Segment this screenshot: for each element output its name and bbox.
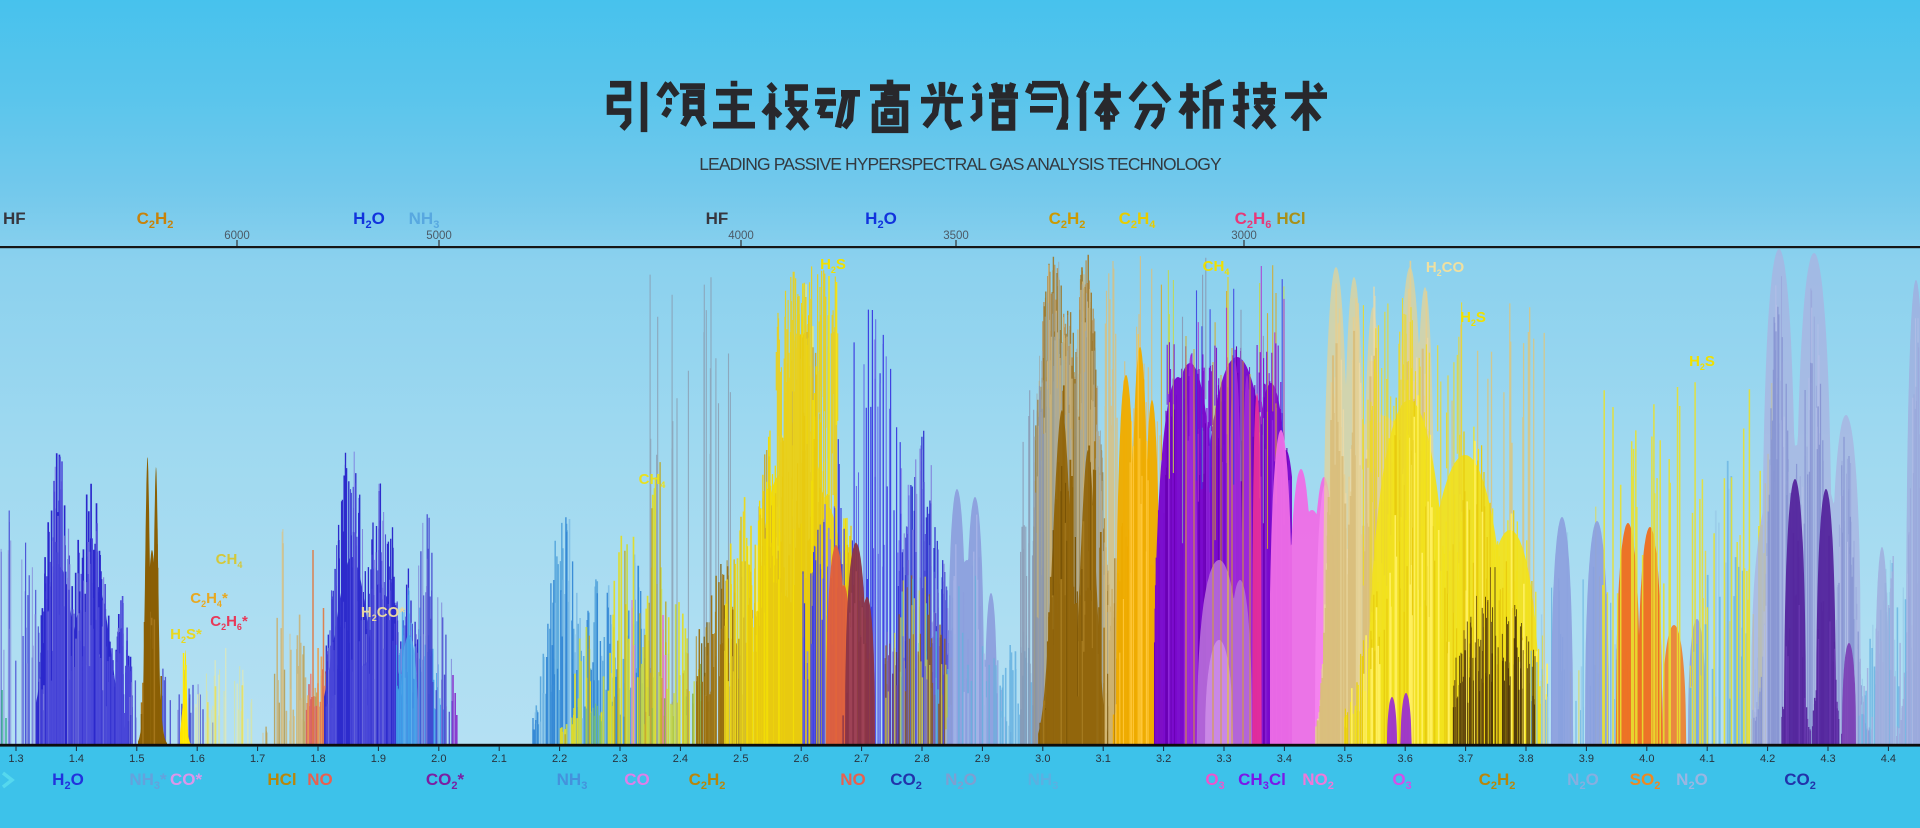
- svg-text:2.0: 2.0: [431, 753, 446, 765]
- svg-text:1.6: 1.6: [190, 753, 205, 765]
- svg-text:H2​O: H2​O: [353, 209, 385, 231]
- svg-text:LEADING PASSIVE HYPERSPECTRAL: LEADING PASSIVE HYPERSPECTRAL GAS ANALYS…: [699, 154, 1222, 174]
- svg-text:2.2: 2.2: [552, 753, 567, 765]
- svg-text:3.1: 3.1: [1096, 753, 1111, 765]
- svg-text:C2​H6​*: C2​H6​*: [210, 613, 248, 632]
- svg-text:3.0: 3.0: [1035, 753, 1050, 765]
- svg-text:3000: 3000: [1231, 230, 1257, 242]
- svg-text:CO*: CO*: [170, 770, 203, 789]
- svg-text:CO2​: CO2​: [1784, 770, 1816, 792]
- svg-text:2.4: 2.4: [673, 753, 688, 765]
- svg-text:O3​: O3​: [1392, 770, 1411, 792]
- svg-text:3.5: 3.5: [1337, 753, 1352, 765]
- svg-text:N2​O: N2​O: [945, 770, 977, 792]
- svg-text:NO2​: NO2​: [1302, 770, 1334, 792]
- svg-text:C2​H2​: C2​H2​: [1049, 209, 1086, 231]
- svg-text:4.4: 4.4: [1881, 753, 1896, 765]
- svg-text:H2​S: H2​S: [1460, 309, 1486, 328]
- svg-text:HCl: HCl: [267, 770, 296, 789]
- svg-text:3.9: 3.9: [1579, 753, 1594, 765]
- svg-text:HCl: HCl: [1276, 209, 1305, 228]
- svg-text:NH3​: NH3​: [557, 770, 588, 792]
- svg-text:4000: 4000: [728, 230, 754, 242]
- svg-text:2.1: 2.1: [492, 753, 507, 765]
- svg-text:1.5: 1.5: [129, 753, 144, 765]
- svg-text:2.5: 2.5: [733, 753, 748, 765]
- svg-text:1.8: 1.8: [310, 753, 325, 765]
- svg-text:H2​S: H2​S: [1689, 353, 1715, 372]
- svg-text:CH4​: CH4​: [1203, 258, 1230, 277]
- svg-text:H2​CO*: H2​CO*: [361, 604, 405, 623]
- svg-text:H2​S: H2​S: [820, 256, 846, 275]
- svg-text:2.8: 2.8: [914, 753, 929, 765]
- svg-text:3.6: 3.6: [1398, 753, 1413, 765]
- svg-text:N2​O: N2​O: [1676, 770, 1708, 792]
- svg-text:C2​H4​: C2​H4​: [1119, 209, 1157, 231]
- svg-text:3.8: 3.8: [1518, 753, 1533, 765]
- svg-text:H2​S*: H2​S*: [170, 626, 202, 645]
- svg-text:3.3: 3.3: [1216, 753, 1231, 765]
- svg-text:CO2​*: CO2​*: [426, 770, 465, 792]
- svg-text:2.7: 2.7: [854, 753, 869, 765]
- svg-text:C2​H2​: C2​H2​: [1479, 770, 1516, 792]
- svg-text:NH3​: NH3​: [1028, 770, 1059, 792]
- svg-text:1.9: 1.9: [371, 753, 386, 765]
- svg-text:C2​H4​*: C2​H4​*: [190, 590, 228, 609]
- svg-text:4.1: 4.1: [1700, 753, 1715, 765]
- svg-text:N2​O: N2​O: [1567, 770, 1599, 792]
- svg-text:O3​: O3​: [1205, 770, 1224, 792]
- svg-text:4.2: 4.2: [1760, 753, 1775, 765]
- svg-text:NO: NO: [840, 770, 866, 789]
- svg-text:NH3​*: NH3​*: [129, 770, 167, 792]
- svg-text:3.4: 3.4: [1277, 753, 1292, 765]
- svg-text:SO2​: SO2​: [1630, 770, 1661, 792]
- svg-text:CH4​: CH4​: [216, 551, 243, 570]
- svg-text:CH4​: CH4​: [639, 471, 666, 490]
- svg-text:H2​CO: H2​CO: [1426, 259, 1465, 278]
- svg-text:2.3: 2.3: [612, 753, 627, 765]
- svg-text:H2​O: H2​O: [52, 770, 84, 792]
- svg-text:5000: 5000: [426, 230, 452, 242]
- svg-text:NO: NO: [307, 770, 333, 789]
- svg-text:4.0: 4.0: [1639, 753, 1654, 765]
- svg-text:3500: 3500: [943, 230, 969, 242]
- svg-text:1.4: 1.4: [69, 753, 84, 765]
- svg-text:C2​H6​: C2​H6​: [1235, 209, 1272, 231]
- svg-text:CO: CO: [624, 770, 650, 789]
- svg-text:C2​H2​: C2​H2​: [689, 770, 726, 792]
- svg-text:C2​H2​: C2​H2​: [137, 209, 174, 231]
- svg-text:H2​O: H2​O: [865, 209, 897, 231]
- svg-text:1.3: 1.3: [8, 753, 23, 765]
- svg-text:CO2​: CO2​: [890, 770, 922, 792]
- svg-text:4.3: 4.3: [1820, 753, 1835, 765]
- svg-text:3.2: 3.2: [1156, 753, 1171, 765]
- svg-text:CH3​Cl: CH3​Cl: [1238, 770, 1286, 792]
- svg-text:2.9: 2.9: [975, 753, 990, 765]
- svg-text:HF: HF: [706, 209, 729, 228]
- svg-text:1.7: 1.7: [250, 753, 265, 765]
- svg-text:HF: HF: [3, 209, 26, 228]
- svg-text:3.7: 3.7: [1458, 753, 1473, 765]
- svg-text:2.6: 2.6: [794, 753, 809, 765]
- svg-text:NH3​: NH3​: [409, 209, 440, 231]
- svg-text:6000: 6000: [224, 230, 250, 242]
